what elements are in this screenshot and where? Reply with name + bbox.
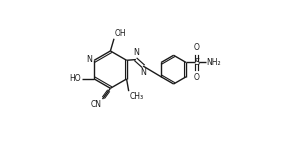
Text: S: S bbox=[194, 58, 199, 67]
Text: OH: OH bbox=[115, 29, 126, 38]
Text: N: N bbox=[140, 68, 146, 77]
Text: CH₃: CH₃ bbox=[130, 92, 144, 101]
Text: CN: CN bbox=[91, 100, 102, 109]
Text: O: O bbox=[194, 43, 200, 52]
Text: N: N bbox=[133, 48, 139, 57]
Text: HO: HO bbox=[70, 75, 81, 84]
Text: NH₂: NH₂ bbox=[207, 58, 221, 67]
Text: N: N bbox=[86, 55, 92, 64]
Text: O: O bbox=[194, 73, 200, 82]
